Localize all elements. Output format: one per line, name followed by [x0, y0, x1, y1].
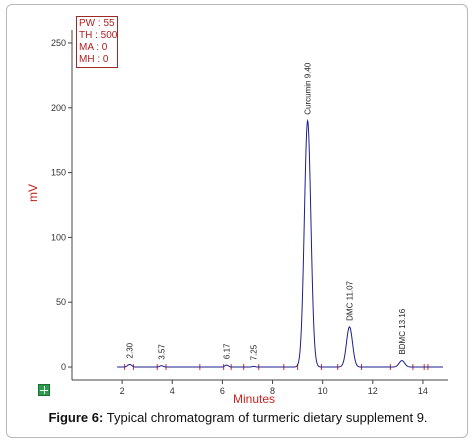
- peak-label: 6.17: [223, 343, 232, 359]
- chromatogram-trace: [117, 118, 443, 368]
- peak-label: DMC 11.07: [345, 280, 354, 320]
- caption-label: Figure 6:: [48, 410, 104, 425]
- peak-label: 7.25: [250, 344, 259, 360]
- y-axis-label: mV: [26, 184, 40, 202]
- x-axis-label: Minutes: [233, 392, 276, 406]
- x-tick-label: 14: [418, 386, 428, 396]
- chart-axes: 0 50 100 150 200 250 2 4 6 8 10 12 14: [51, 30, 448, 396]
- x-tick-label: 10: [318, 386, 328, 396]
- caption-text: Typical chromatogram of turmeric dietary…: [106, 410, 428, 425]
- info-box: PW : 55 TH : 500 MA : 0 MH : 0: [76, 16, 118, 68]
- info-line-mh: MH : 0: [79, 54, 109, 65]
- y-tick-label: 100: [51, 232, 66, 242]
- y-tick-label: 150: [51, 168, 66, 178]
- x-tick-label: 8: [270, 386, 275, 396]
- y-tick-label: 0: [61, 362, 66, 372]
- x-tick-label: 12: [368, 386, 378, 396]
- info-line-pw: PW : 55: [79, 18, 115, 29]
- info-line-ma: MA : 0: [79, 42, 108, 53]
- x-tick-label: 6: [220, 386, 225, 396]
- x-tick-label: 4: [170, 386, 175, 396]
- y-tick-label: 250: [51, 38, 66, 48]
- figure-frame: [6, 4, 468, 438]
- figure-caption: Figure 6: Typical chromatogram of turmer…: [0, 410, 476, 425]
- y-tick-label: 200: [51, 103, 66, 113]
- y-tick-label: 50: [56, 297, 66, 307]
- peak-label: 2.30: [126, 342, 135, 358]
- peak-label: Curcumin 9.40: [304, 62, 313, 115]
- peak-label: 3.57: [157, 344, 166, 360]
- expand-icon[interactable]: [38, 384, 50, 396]
- x-tick-label: 2: [120, 386, 125, 396]
- peak-labels: 2.30 3.57 6.17 7.25 Curcumin 9.40 DMC 11.07 BD…: [126, 62, 407, 360]
- peak-label: BDMC 13.16: [398, 308, 407, 354]
- info-line-th: TH : 500: [79, 30, 118, 41]
